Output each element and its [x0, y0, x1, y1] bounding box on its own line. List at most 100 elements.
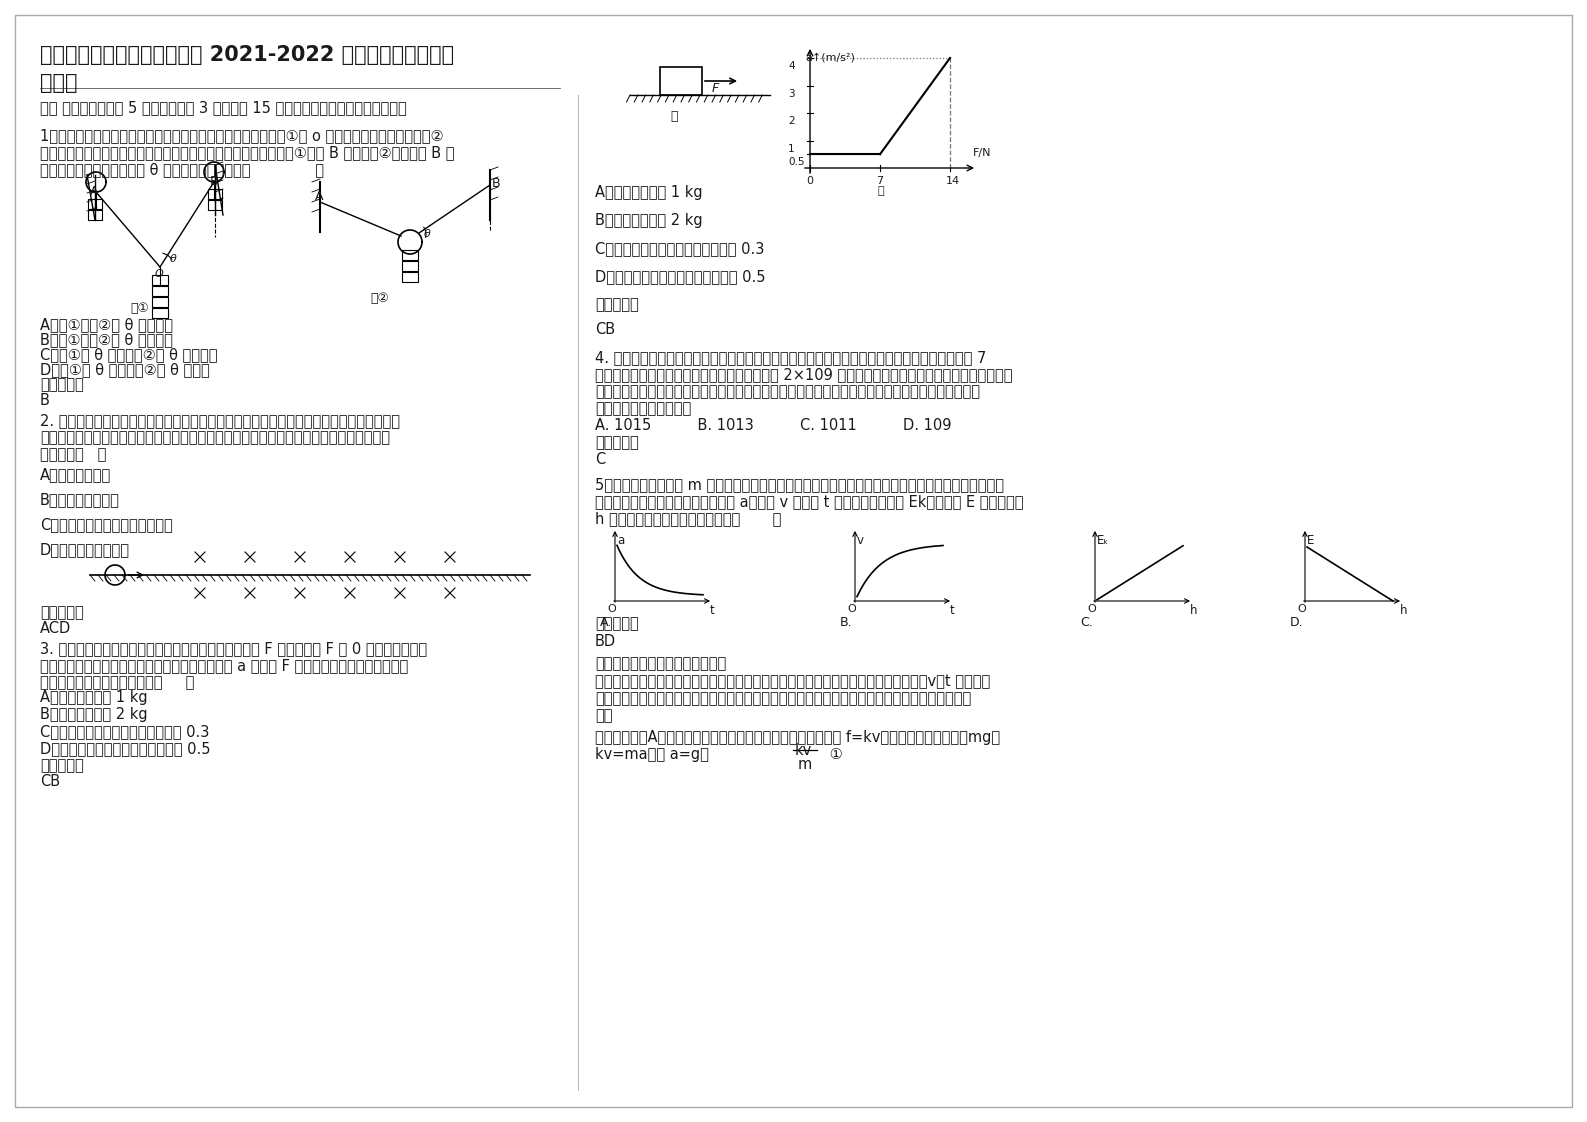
Text: A．物体的质量为 1 kg: A．物体的质量为 1 kg: [40, 690, 148, 705]
Text: B: B: [492, 177, 500, 190]
Text: a: a: [617, 534, 624, 548]
Text: 参考答案：: 参考答案：: [595, 435, 638, 450]
Text: 【解答】解：A、已知球所受的空气阻力与速度大小成正比，即 f=kv，根据牛顿第二定律：mg－: 【解答】解：A、已知球所受的空气阻力与速度大小成正比，即 f=kv，根据牛顿第二…: [595, 730, 1000, 745]
Text: 虚线稍稍上移一些，则关于 θ 角变化说法正确的是（              ）: 虚线稍稍上移一些，则关于 θ 角变化说法正确的是（ ）: [40, 162, 324, 177]
Text: A: A: [314, 190, 324, 203]
Text: B．图①、图②中 θ 角均不变: B．图①、图②中 θ 角均不变: [40, 332, 173, 347]
Text: A．物体的质量为 1 kg: A．物体的质量为 1 kg: [595, 185, 703, 200]
Text: B.: B.: [840, 616, 852, 629]
Text: O: O: [156, 269, 163, 279]
Text: Eₖ: Eₖ: [1097, 534, 1109, 548]
Bar: [152, 286, 168, 296]
Text: D.: D.: [1290, 616, 1303, 629]
Text: 云南省昆明市西山区云华学校 2021-2022 学年高三物理测试题: 云南省昆明市西山区云华学校 2021-2022 学年高三物理测试题: [40, 45, 454, 65]
Text: B．物体的质量为 2 kg: B．物体的质量为 2 kg: [40, 707, 148, 721]
Text: ①: ①: [825, 747, 843, 762]
Bar: [402, 272, 417, 282]
Text: 1: 1: [789, 144, 795, 154]
Text: 4. 太阳围绕银河系中心的运动可视为匀速圆周运动，其运动速度大小约为地球绕太阳公转速度的 7: 4. 太阳围绕银河系中心的运动可视为匀速圆周运动，其运动速度大小约为地球绕太阳公…: [595, 350, 987, 365]
Text: 图②: 图②: [370, 292, 389, 305]
Text: 【分析】根据牛顿第二定律分析球下落过程加速度的变化进而得到其速度的变化情况，v－t 图象的斜: 【分析】根据牛顿第二定律分析球下落过程加速度的变化进而得到其速度的变化情况，v－…: [595, 674, 990, 689]
Text: t: t: [709, 604, 714, 617]
Text: B: B: [40, 393, 49, 408]
Bar: [152, 309, 168, 318]
Text: E: E: [1308, 534, 1314, 548]
Text: O: O: [1297, 604, 1306, 614]
Text: 图象分别描述了球下落过程中加速度 a、速度 v 随时间 t 的变化关系和动能 Ek、机械能 E 随下落位移: 图象分别描述了球下落过程中加速度 a、速度 v 随时间 t 的变化关系和动能 E…: [595, 494, 1024, 509]
Text: C: C: [595, 452, 605, 467]
Text: 一、 选择题：本题共 5 小题，每小题 3 分，共计 15 分．每小题只有一个选项符合题意: 一、 选择题：本题共 5 小题，每小题 3 分，共计 15 分．每小题只有一个选…: [40, 100, 406, 114]
Text: 况可能是（   ）: 况可能是（ ）: [40, 447, 106, 462]
Text: 过程中，物体先静止后又做变加速运动，其加速度 a 随外力 F 变化的图象如图乙所示，根据: 过程中，物体先静止后又做变加速运动，其加速度 a 随外力 F 变化的图象如图乙所…: [40, 657, 408, 673]
Text: C．物体与水平面间的动摩擦因数为 0.3: C．物体与水平面间的动摩擦因数为 0.3: [40, 724, 209, 739]
Text: C.: C.: [1081, 616, 1093, 629]
Bar: [402, 261, 417, 272]
Bar: [208, 200, 222, 210]
Text: 5．（多选题）质量为 m 的球从高处由静止开始下落，已知球所受的空气阻力与速度大小成正比，下列: 5．（多选题）质量为 m 的球从高处由静止开始下落，已知球所受的空气阻力与速度大…: [595, 477, 1005, 493]
Text: 向右的水平速度滑入磁场中，如图所示。小环的重量不能忽略，则小环进入磁场后的运动情: 向右的水平速度滑入磁场中，如图所示。小环的重量不能忽略，则小环进入磁场后的运动情: [40, 430, 390, 445]
Text: h: h: [1400, 604, 1408, 617]
Text: 2: 2: [789, 116, 795, 126]
Bar: [87, 210, 102, 220]
Text: B: B: [209, 175, 219, 188]
Text: 率表示加速度；动能的变化等于合外力做的功，阻力做的功等于球机械能的变化量。由这些知识分: 率表示加速度；动能的变化等于合外力做的功，阻力做的功等于球机械能的变化量。由这些…: [595, 691, 971, 706]
Text: A: A: [90, 185, 98, 197]
Text: C．图①中 θ 增大、图②中 θ 角不变化: C．图①中 θ 增大、图②中 θ 角不变化: [40, 347, 217, 362]
Text: 3. 如图甲所示，物体原来静止在水平面上，用一水平力 F 拉物体，在 F 从 0 开始逐渐增大的: 3. 如图甲所示，物体原来静止在水平面上，用一水平力 F 拉物体，在 F 从 0…: [40, 641, 427, 656]
Text: D．图①中 θ 不变、图②中 θ 角变大: D．图①中 θ 不变、图②中 θ 角变大: [40, 362, 209, 377]
Text: 4: 4: [789, 61, 795, 71]
Text: 0.5: 0.5: [789, 157, 805, 167]
Text: ACD: ACD: [40, 620, 71, 636]
Text: 参考答案：: 参考答案：: [40, 758, 84, 773]
Text: A.: A.: [600, 616, 613, 629]
Text: 析。: 析。: [595, 708, 613, 723]
Text: O: O: [606, 604, 616, 614]
Text: B．匀减速直线运动: B．匀减速直线运动: [40, 493, 121, 507]
Text: O: O: [847, 604, 855, 614]
Text: a↑(m/s²): a↑(m/s²): [805, 52, 855, 62]
Text: kv: kv: [795, 743, 813, 758]
Text: CB: CB: [40, 774, 60, 789]
Text: 0: 0: [806, 176, 813, 186]
Text: D．逐渐减速最后停止: D．逐渐减速最后停止: [40, 542, 130, 557]
Text: 银河系中恒星的数目约为: 银河系中恒星的数目约为: [595, 401, 692, 416]
Text: 2. 带正电的小环套在粗糙水平杆上，杆足够长，右半部分处在匀强磁场中，小环突然获得一: 2. 带正电的小环套在粗糙水平杆上，杆足够长，右半部分处在匀强磁场中，小环突然获…: [40, 413, 400, 427]
Text: C．先逐渐减速最后匀速直线运动: C．先逐渐减速最后匀速直线运动: [40, 517, 173, 532]
Text: 乙: 乙: [878, 186, 884, 196]
Text: CB: CB: [595, 322, 616, 337]
Bar: [87, 199, 102, 209]
Text: θ: θ: [424, 229, 430, 239]
Bar: [402, 250, 417, 260]
Text: 中光滑的滑轮跨在轻绳上悬挂钩码，两装置处于静止状态，现将图①中的 B 滑轮或图②中的端点 B 沿: 中光滑的滑轮跨在轻绳上悬挂钩码，两装置处于静止状态，现将图①中的 B 滑轮或图②…: [40, 145, 454, 160]
Text: 参考答案：: 参考答案：: [595, 297, 638, 312]
Text: 参考答案：: 参考答案：: [595, 616, 638, 631]
Text: F/N: F/N: [973, 148, 992, 158]
Text: A．图①、图②中 θ 角均增大: A．图①、图②中 θ 角均增大: [40, 318, 173, 332]
Text: h 的变化关系，其中可能正确的是（       ）: h 的变化关系，其中可能正确的是（ ）: [595, 511, 781, 526]
Text: h: h: [1190, 604, 1198, 617]
Text: 3: 3: [789, 89, 795, 99]
Bar: [208, 188, 222, 199]
Text: 图①: 图①: [130, 302, 149, 315]
Text: v: v: [857, 534, 863, 548]
Bar: [152, 275, 168, 285]
Bar: [660, 67, 701, 95]
Text: 参考答案：: 参考答案：: [40, 377, 84, 392]
Text: 【考点】匀变速直线运动的图像。: 【考点】匀变速直线运动的图像。: [595, 656, 727, 671]
Text: F: F: [713, 82, 719, 95]
Bar: [152, 297, 168, 307]
Text: 7: 7: [876, 176, 882, 186]
Text: D．物体与水平面间的动摩擦因数为 0.5: D．物体与水平面间的动摩擦因数为 0.5: [595, 269, 765, 284]
Text: 14: 14: [946, 176, 960, 186]
Text: D．物体与水平面间的动摩擦因数为 0.5: D．物体与水平面间的动摩擦因数为 0.5: [40, 741, 211, 756]
Text: 为银河系的所有恒星的质量都集中在银河系中心，且银河系中恒星的平均质量约等于太阳的质量，则: 为银河系的所有恒星的质量都集中在银河系中心，且银河系中恒星的平均质量约等于太阳的…: [595, 384, 981, 399]
Text: A. 1015          B. 1013          C. 1011          D. 109: A. 1015 B. 1013 C. 1011 D. 109: [595, 419, 952, 433]
Text: 1．（单选题）如图所示，小方块代表一些相同质量的钩码，图①中 o 为轻绳之间联结的节点，图②: 1．（单选题）如图所示，小方块代表一些相同质量的钩码，图①中 o 为轻绳之间联结…: [40, 128, 444, 142]
Text: t: t: [951, 604, 955, 617]
Text: O: O: [1087, 604, 1095, 614]
Text: 参考答案：: 参考答案：: [40, 605, 84, 620]
Text: BD: BD: [595, 634, 616, 649]
Text: 倍，其轨道半径约为地球绕太阳公转轨道半径的 2×109 倍。为了粗略估算银河系中恒星的数目，可认: 倍，其轨道半径约为地球绕太阳公转轨道半径的 2×109 倍。为了粗略估算银河系中…: [595, 367, 1013, 381]
Text: C．物体与水平面间的动摩擦因数为 0.3: C．物体与水平面间的动摩擦因数为 0.3: [595, 241, 765, 256]
Text: kv=ma，得 a=g－: kv=ma，得 a=g－: [595, 747, 709, 762]
